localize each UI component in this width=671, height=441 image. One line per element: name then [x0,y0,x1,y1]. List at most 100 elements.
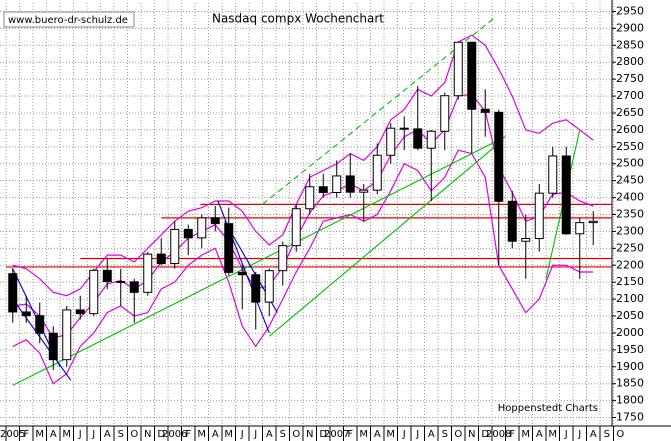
x-tick-label: D [157,429,165,440]
candle-body [345,175,355,193]
y-tick-label: 1950 [616,343,644,356]
candle-body [534,192,544,240]
y-tick-label: 2450 [616,174,644,187]
y-tick-label: 2100 [616,292,644,305]
x-tick-label: J [402,429,406,440]
trendline [268,143,500,337]
x-tick-label: A [428,429,435,440]
y-tick-label: 2150 [616,275,644,288]
candle-body [62,309,72,361]
x-tick-label: F [185,429,191,440]
x-tick-label: N [144,429,151,440]
candle-body [291,208,301,247]
candle-body [305,186,315,210]
candle-body [521,238,531,242]
x-tick-label: A [374,429,381,440]
candle-body [278,245,288,272]
y-tick-label: 2000 [616,326,644,339]
x-tick-label: M [62,429,71,440]
y-tick-label: 2950 [616,4,644,17]
source: www.buero-dr-schulz.de [8,15,128,26]
candle-body [386,127,396,156]
x-tick-label: M [386,429,395,440]
candle-body [548,155,558,194]
x-tick-label: 2007 [324,429,349,440]
x-tick-label: M [548,429,557,440]
chart-title: Nasdaq compx Wochenchart [212,12,384,26]
x-tick-label: N [468,429,475,440]
x-tick-label: M [35,429,44,440]
candle-body [453,41,463,97]
x-tick-label: A [50,429,57,440]
x-tick-label: M [224,429,233,440]
x-tick-label: D [319,429,327,440]
candle-body [8,273,18,313]
candle-body [561,155,571,235]
candle-body [183,228,193,239]
x-tick-label: A [590,429,597,440]
candle-body [480,108,490,113]
y-tick-label: 1800 [616,394,644,407]
x-tick-label: O [130,429,138,440]
candle-body [89,269,99,315]
candle-body [467,41,477,110]
y-tick-label: 2850 [616,38,644,51]
x-tick-label: M [521,429,530,440]
x-tick-label: J [564,429,568,440]
x-tick-label: A [104,429,111,440]
x-tick-label: S [604,429,610,440]
candle-body [426,130,436,149]
x-tick-label: J [253,429,257,440]
x-tick-label: M [359,429,368,440]
x-tick-label: J [415,429,419,440]
y-tick-label: 2350 [616,208,644,221]
candle-body [359,189,369,193]
x-tick-label: 2008 [486,429,511,440]
y-tick-label: 2050 [616,309,644,322]
x-tick-label: S [442,429,448,440]
y-tick-label: 2550 [616,140,644,153]
trendline [12,136,506,386]
candle-body [75,309,85,315]
x-tick-label: M [197,429,206,440]
x-tick-label: J [78,429,82,440]
candle-body [318,186,328,194]
candle-body [264,270,274,303]
candle-body [332,175,342,194]
y-tick-label: 2800 [616,55,644,68]
x-tick-label: D [481,429,489,440]
x-tick-label: S [280,429,286,440]
y-tick-label: 1750 [616,411,644,424]
candle-body [251,274,261,303]
candle-body [413,128,423,149]
x-tick-label: A [212,429,219,440]
x-tick-label: F [509,429,515,440]
y-tick-label: 2750 [616,72,644,85]
candle-body [575,222,585,235]
x-tick-label: F [23,429,29,440]
y-tick-label: 2900 [616,21,644,34]
y-tick-label: 2500 [616,157,644,170]
candle-body [170,228,180,265]
candle-body [156,253,166,265]
y-tick-label: 2300 [616,224,644,237]
candle-body [116,281,126,284]
bollinger-band [12,34,594,297]
x-tick-label: N [306,429,313,440]
candle-body [588,220,598,224]
y-tick-label: 2700 [616,89,644,102]
x-tick-label: S [118,429,124,440]
x-tick-label: O [292,429,300,440]
candle-body [399,127,409,130]
source-box [3,11,135,28]
x-tick-label: J [240,429,244,440]
x-tick-label: O [616,429,624,440]
credit: Hoppenstedt Charts [498,403,598,414]
x-tick-label: O [454,429,462,440]
candle-body [48,332,58,361]
candle-body [440,95,450,132]
candle-body [494,111,504,202]
candle-body [372,154,382,191]
